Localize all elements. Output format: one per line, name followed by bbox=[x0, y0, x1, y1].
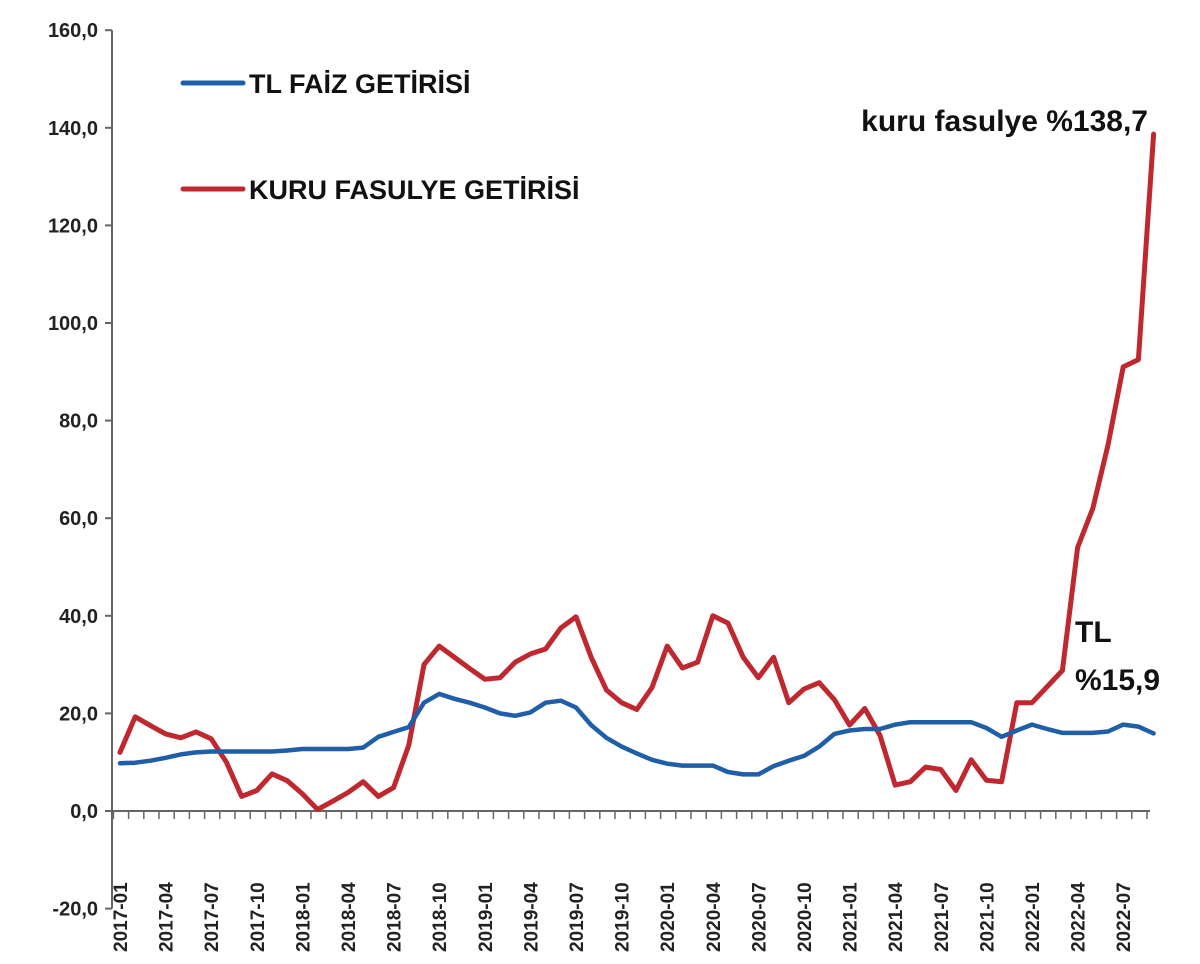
annotations: kuru fasulye %138,7 TL %15,9 bbox=[861, 105, 1160, 697]
x-tick-label: 2018-10 bbox=[430, 882, 451, 952]
x-tick-label: 2020-07 bbox=[749, 882, 770, 952]
x-tick-label: 2020-04 bbox=[704, 882, 725, 952]
x-tick-label: 2020-10 bbox=[795, 882, 816, 952]
annotation-tl-label: TL bbox=[1075, 616, 1112, 649]
annotation-kuru-fasulye-final: kuru fasulye %138,7 bbox=[861, 105, 1148, 138]
y-tick-label: 140,0 bbox=[48, 118, 98, 140]
x-tick-label: 2021-01 bbox=[841, 882, 862, 952]
x-tick-label: 2018-07 bbox=[385, 882, 406, 952]
x-tick-label: 2018-04 bbox=[339, 882, 360, 952]
y-tick-label: 20,0 bbox=[59, 703, 98, 725]
x-tick-label: 2017-01 bbox=[111, 882, 132, 952]
y-tick-label: 60,0 bbox=[59, 508, 98, 530]
y-tick-label: 120,0 bbox=[48, 215, 98, 237]
series-line-kuru-fasulye bbox=[117, 131, 1157, 812]
x-tick-label: 2018-01 bbox=[293, 882, 314, 952]
y-tick-label: 160,0 bbox=[48, 20, 98, 42]
y-tick-label: 80,0 bbox=[59, 411, 98, 433]
legend-item-kuru-fasulye: KURU FASULYE GETİRİSİ bbox=[249, 175, 580, 205]
annotation-tl-final: %15,9 bbox=[1075, 664, 1160, 697]
y-tick-label: 0,0 bbox=[70, 801, 98, 823]
x-axis: 2017-01 2017-04 2017-07 2017-10 2018-01 2018-… bbox=[111, 810, 1150, 952]
x-tick-label: 2017-10 bbox=[248, 882, 269, 952]
x-tick-label: 2021-10 bbox=[977, 882, 998, 952]
x-tick-label: 2020-01 bbox=[658, 882, 679, 952]
series-lines bbox=[117, 131, 1157, 812]
x-tick-label: 2019-07 bbox=[567, 882, 588, 952]
x-tick-label: 2022-07 bbox=[1114, 882, 1135, 952]
x-tick-label: 2021-04 bbox=[886, 882, 907, 952]
y-tick-label: -20,0 bbox=[52, 899, 98, 921]
x-tick-label: 2019-10 bbox=[613, 882, 634, 952]
y-axis: -20,0 0,0 20,0 40,0 60,0 80,0 100,0 120,0 140,0 1… bbox=[48, 20, 113, 921]
x-tick-label: 2022-04 bbox=[1069, 882, 1090, 952]
x-tick-label: 2017-07 bbox=[202, 882, 223, 952]
x-tick-label: 2019-01 bbox=[476, 882, 497, 952]
legend: TL FAİZ GETİRİSİ KURU FASULYE GETİRİSİ bbox=[180, 69, 580, 205]
y-tick-label: 40,0 bbox=[59, 606, 98, 628]
x-tick-label: 2017-04 bbox=[157, 882, 178, 952]
y-tick-label: 100,0 bbox=[48, 313, 98, 335]
x-tick-label: 2022-01 bbox=[1023, 882, 1044, 952]
x-tick-label: 2019-04 bbox=[521, 882, 542, 952]
legend-item-tl-faiz: TL FAİZ GETİRİSİ bbox=[249, 69, 471, 99]
series-line-tl-faiz bbox=[117, 691, 1156, 777]
x-tick-label: 2021-07 bbox=[932, 882, 953, 952]
